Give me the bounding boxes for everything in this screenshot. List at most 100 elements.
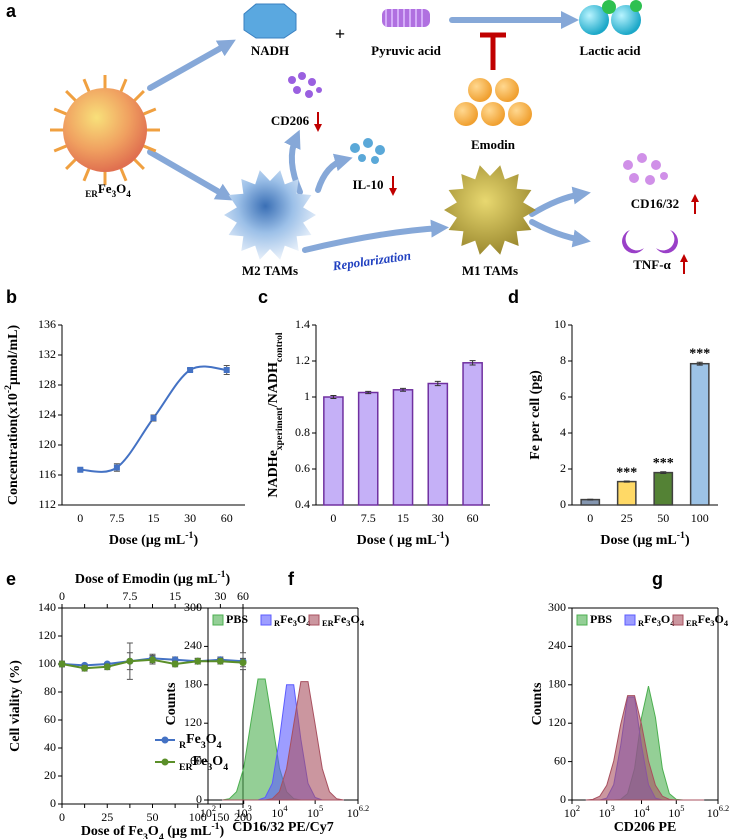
y-tick-label: 2 bbox=[560, 461, 566, 475]
text-segment: 4 bbox=[223, 762, 228, 773]
text-segment: 10 bbox=[564, 806, 576, 820]
marker bbox=[77, 466, 84, 473]
text-segment: control bbox=[274, 332, 285, 362]
text-segment: ER bbox=[179, 762, 194, 773]
y-tick-label: 136 bbox=[38, 317, 56, 331]
bar bbox=[653, 471, 674, 506]
legend-label: RFe3O4 bbox=[274, 612, 311, 629]
legend-swatch bbox=[212, 614, 224, 626]
spike bbox=[82, 78, 92, 94]
text-segment: O bbox=[148, 824, 159, 839]
panel-letter: c bbox=[258, 287, 268, 307]
x-tick-label: 50 bbox=[147, 810, 159, 824]
arrow bbox=[147, 149, 234, 201]
spike bbox=[132, 157, 145, 170]
x-tick-label: 0 bbox=[330, 511, 336, 525]
text-segment: O bbox=[212, 754, 223, 769]
y-tick-label: 0 bbox=[196, 792, 202, 806]
text-segment: 5 bbox=[680, 804, 684, 813]
legend-swatch bbox=[576, 614, 588, 626]
y-tick-label: 140 bbox=[38, 600, 56, 614]
y-axis-title: NADHexperiment/NADHcontrol bbox=[266, 332, 285, 498]
x-tick-label: 50 bbox=[657, 511, 669, 525]
text-segment: 10 bbox=[307, 806, 319, 820]
text-segment: 10 bbox=[668, 806, 680, 820]
y-tick-label: 10 bbox=[554, 317, 566, 331]
histogram-area bbox=[222, 681, 344, 801]
spike bbox=[65, 90, 78, 103]
y-tick-label: 0.4 bbox=[295, 497, 310, 511]
legend-marker bbox=[161, 736, 169, 744]
text-segment: Fe bbox=[98, 181, 112, 196]
text-segment: Fe bbox=[698, 612, 711, 626]
label: Emodin bbox=[471, 137, 516, 152]
bar bbox=[689, 362, 710, 506]
label: M2 TAMs bbox=[242, 263, 298, 278]
label: Repolarization bbox=[331, 248, 412, 274]
text-segment: 6.2 bbox=[719, 804, 729, 813]
pyruvic-icon bbox=[382, 9, 430, 27]
y-tick-label: 116 bbox=[38, 467, 56, 481]
spike bbox=[132, 90, 145, 103]
label: + bbox=[335, 24, 345, 44]
y-tick-label: 128 bbox=[38, 377, 56, 391]
x-tick-label: 7.5 bbox=[109, 511, 124, 525]
label: IL-10 bbox=[352, 177, 383, 192]
marker bbox=[81, 664, 89, 672]
legend-marker bbox=[161, 758, 169, 766]
error-bar bbox=[623, 480, 630, 483]
text-segment: 4 bbox=[645, 804, 650, 813]
label: Pyruvic acid bbox=[371, 43, 441, 58]
text-segment: -1 bbox=[185, 530, 193, 541]
x-tick-label: 103 bbox=[599, 804, 615, 819]
x2-tick-label: 0 bbox=[59, 589, 65, 603]
y-tick-label: 8 bbox=[560, 353, 566, 367]
text-segment: 3 bbox=[657, 619, 661, 628]
bar bbox=[323, 396, 344, 506]
marker bbox=[58, 660, 66, 668]
text-segment: -1 bbox=[677, 530, 685, 541]
text-segment: (μg mL bbox=[164, 824, 212, 839]
cd1632-icon bbox=[623, 153, 668, 185]
text-segment: 2 bbox=[212, 804, 216, 813]
arrow bbox=[529, 186, 591, 217]
x-tick-label: 200 bbox=[234, 810, 252, 824]
x-axis-title: Dose (μg mL-1) bbox=[600, 530, 690, 548]
text-segment: -1 bbox=[217, 569, 225, 580]
y-tick-label: 0.8 bbox=[295, 425, 310, 439]
label: M1 TAMs bbox=[462, 263, 518, 278]
x-axis-title: Dose of Fe3O4 (μg mL-1) bbox=[81, 821, 225, 839]
y-tick-label: 60 bbox=[44, 712, 56, 726]
text-segment: 10 bbox=[347, 806, 359, 820]
panel-letter: g bbox=[652, 569, 663, 589]
legend-swatch bbox=[308, 614, 320, 626]
m2-cell bbox=[224, 170, 316, 260]
legend-label: ERFe3O4 bbox=[179, 754, 228, 773]
y-tick-label: 60 bbox=[190, 753, 202, 767]
marker bbox=[150, 415, 157, 421]
text-segment: 4 bbox=[360, 619, 365, 628]
legend-swatch bbox=[260, 614, 272, 626]
text-segment: Fe bbox=[193, 754, 208, 769]
x-tick-label: 104 bbox=[633, 804, 650, 819]
text-segment: Fe bbox=[280, 612, 293, 626]
marker bbox=[187, 367, 194, 373]
text-segment: 5 bbox=[319, 804, 323, 813]
annotation: *** bbox=[689, 346, 710, 361]
x-tick-label: 60 bbox=[467, 511, 479, 525]
x-axis-title: Dose ( μg mL-1) bbox=[357, 530, 450, 548]
text-segment: Dose of Fe bbox=[81, 824, 143, 839]
marker bbox=[126, 657, 134, 665]
text-segment: xperiment bbox=[274, 406, 285, 450]
text-segment: 3 bbox=[207, 762, 212, 773]
error-bar bbox=[696, 361, 703, 366]
panel-letter: d bbox=[508, 287, 519, 307]
text-segment: ) bbox=[193, 533, 198, 548]
y-tick-label: 1.4 bbox=[295, 317, 310, 331]
y-tick-label: 0 bbox=[560, 792, 566, 806]
x-tick-label: 106.2 bbox=[707, 804, 729, 819]
y-tick-label: 120 bbox=[38, 437, 56, 451]
x-tick-label: 30 bbox=[432, 511, 444, 525]
emodin-icon bbox=[454, 78, 532, 126]
cd206-icon bbox=[288, 72, 322, 98]
